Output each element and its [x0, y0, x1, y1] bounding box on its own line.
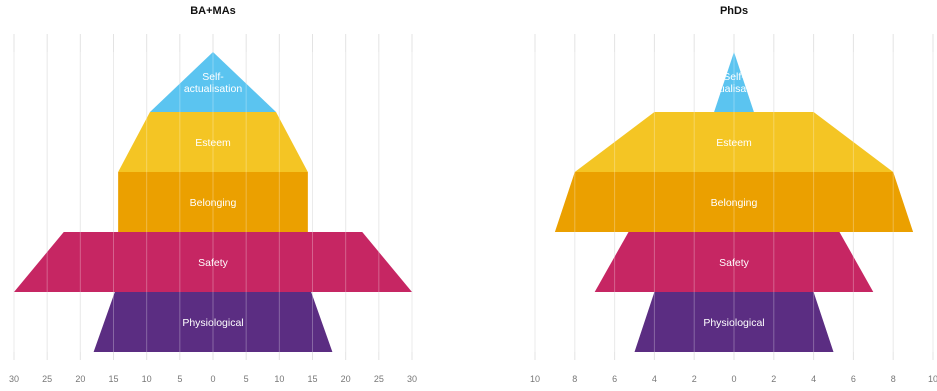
band-label: Safety — [719, 257, 750, 269]
chart-2: PhDs Self-actualisation Esteem Belonging Saf… — [530, 5, 937, 384]
pyramid-band-belonging — [118, 172, 308, 232]
band-label: Belonging — [190, 197, 237, 209]
x-tick-label: 4 — [811, 374, 816, 384]
x-tick-label: 8 — [572, 374, 577, 384]
band-label: Esteem — [195, 137, 231, 149]
x-tick-label: 5 — [177, 374, 182, 384]
band-label: Self-actualisation — [184, 71, 243, 95]
x-tick-label: 20 — [341, 374, 351, 384]
x-tick-label: 5 — [244, 374, 249, 384]
x-tick-label: 25 — [42, 374, 52, 384]
x-tick-label: 0 — [731, 374, 736, 384]
x-tick-label: 15 — [108, 374, 118, 384]
x-tick-label: 4 — [652, 374, 657, 384]
pyramid-band-esteem — [574, 112, 894, 172]
band-label: Belonging — [711, 197, 758, 209]
band-label: Self-actualisation — [705, 71, 764, 95]
pyramid-band-esteem — [118, 112, 308, 172]
chart-title: BA+MAs — [190, 5, 236, 17]
pyramid-band-self-actualisation — [149, 52, 277, 112]
x-tick-label: 10 — [928, 374, 937, 384]
x-tick-label: 8 — [891, 374, 896, 384]
band-label: Esteem — [716, 137, 752, 149]
x-tick-label: 15 — [307, 374, 317, 384]
x-tick-label: 6 — [612, 374, 617, 384]
x-tick-label: 2 — [692, 374, 697, 384]
pyramid-band-safety — [594, 232, 874, 292]
pyramid-band-safety — [14, 232, 412, 292]
pyramid-band-belonging — [554, 172, 914, 232]
pyramid-band-self-actualisation — [714, 52, 754, 112]
x-tick-label: 6 — [851, 374, 856, 384]
x-tick-label: 0 — [210, 374, 215, 384]
chart-1: BA+MAs Self-actualisation Esteem Belonging S… — [9, 5, 417, 384]
pyramid-band-physiological — [93, 292, 333, 352]
x-tick-label: 30 — [9, 374, 19, 384]
chart-title: PhDs — [720, 5, 748, 17]
band-label: Physiological — [182, 317, 243, 329]
x-tick-label: 25 — [374, 374, 384, 384]
x-tick-label: 10 — [274, 374, 284, 384]
band-label: Safety — [198, 257, 229, 269]
x-tick-label: 10 — [142, 374, 152, 384]
band-label: Physiological — [703, 317, 764, 329]
x-tick-label: 30 — [407, 374, 417, 384]
x-tick-label: 2 — [771, 374, 776, 384]
x-tick-label: 20 — [75, 374, 85, 384]
x-tick-label: 10 — [530, 374, 540, 384]
pyramid-band-physiological — [634, 292, 834, 352]
